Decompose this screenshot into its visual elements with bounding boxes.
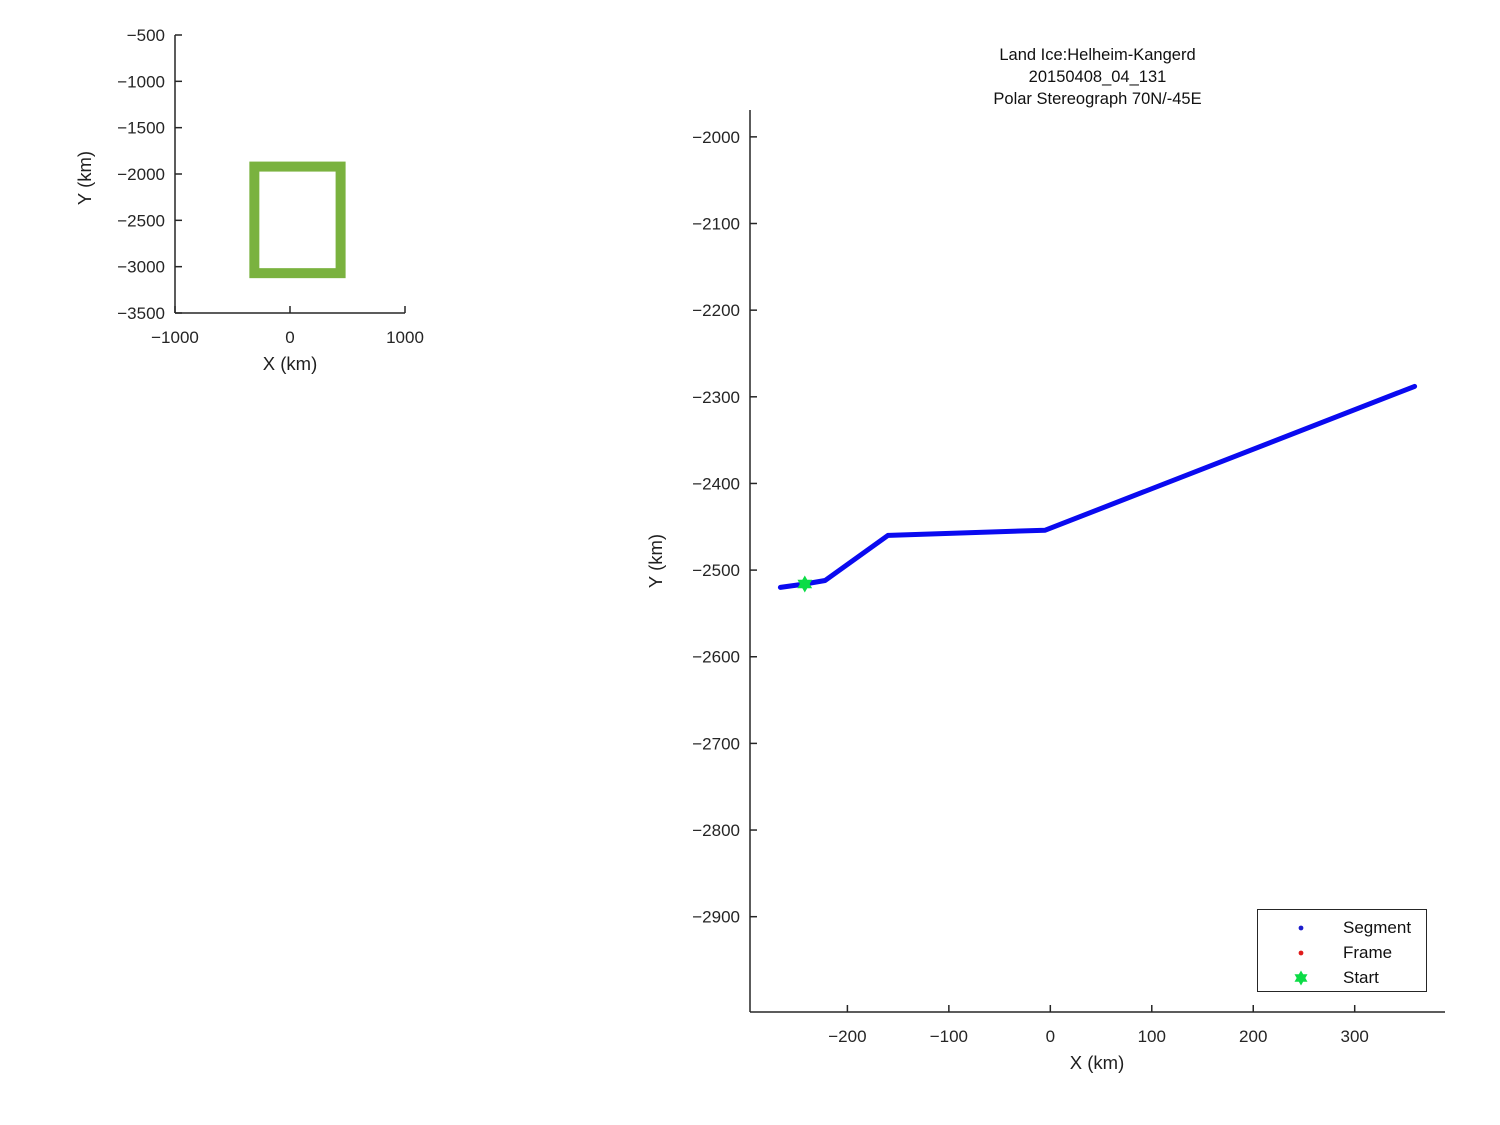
main-x-axis-label: X (km) [1069,1052,1125,1073]
plot-title-line-2: 20150408_04_131 [1028,68,1167,86]
frame-dot-icon [1291,943,1311,963]
main-y-axis-label: Y (km) [645,533,666,589]
main-y-tick-label: −2000 [692,128,740,147]
main-y-tick-label: −2600 [692,648,740,667]
inset-y-tick-label: −1000 [117,72,165,91]
main-x-tick-label: 300 [1341,1027,1369,1046]
main-y-tick-label: −2100 [692,215,740,234]
main-y-tick-label: −2400 [692,474,740,493]
main-y-tick-label: −2500 [692,561,740,580]
plot-title-line-3: Polar Stereograph 70N/-45E [993,90,1202,108]
legend-entry-start: Start [1258,965,1426,990]
main-x-tick-label: −200 [828,1027,866,1046]
legend-box: Segment Frame Start [1257,909,1427,992]
legend-label-segment: Segment [1343,917,1412,937]
plot-title: Land Ice:Helheim-Kangerd 20150408_04_131… [750,44,1445,110]
inset-x-tick-label: 0 [285,328,294,347]
legend-entry-frame: Frame [1258,940,1426,965]
legend-start-hexagram [1294,970,1308,985]
inset-x-tick-label: 1000 [386,328,424,347]
inset-y-tick-label: −1500 [117,119,165,138]
inset-x-axis-label: X (km) [262,353,318,374]
start-hexagram-icon [1291,968,1311,988]
main-x-tick-label: −100 [930,1027,968,1046]
main-x-tick-label: 200 [1239,1027,1267,1046]
legend-label-frame: Frame [1343,942,1393,962]
inset-x-tick-label: −1000 [151,328,199,347]
main-y-tick-label: −2900 [692,908,740,927]
coverage-outline-rect [249,161,346,279]
inset-y-tick-label: −3000 [117,258,165,277]
legend-entry-segment: Segment [1258,915,1426,940]
inset-y-tick-label: −2500 [117,211,165,230]
legend-label-start: Start [1343,967,1379,987]
inset-y-tick-label: −500 [127,26,165,45]
main-y-tick-label: −2200 [692,301,740,320]
main-y-tick-label: −2300 [692,388,740,407]
main-x-tick-label: 0 [1046,1027,1055,1046]
main-y-tick-label: −2700 [692,734,740,753]
start-marker [797,575,813,593]
inset-y-tick-label: −3500 [117,304,165,323]
plot-title-line-1: Land Ice:Helheim-Kangerd [999,46,1196,64]
main-y-tick-label: −2800 [692,821,740,840]
main-x-tick-label: 100 [1138,1027,1166,1046]
segment-track-line [777,383,1418,590]
segment-dot-icon [1291,918,1311,938]
inset-y-tick-label: −2000 [117,165,165,184]
inset-y-axis-label: Y (km) [74,150,95,206]
